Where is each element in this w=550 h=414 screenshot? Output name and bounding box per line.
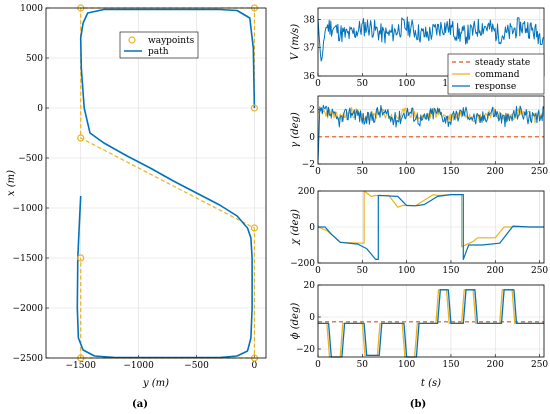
y-tick-label: −1000 <box>13 204 44 214</box>
x-tick-label: 50 <box>357 266 369 276</box>
x-axis-label: t (s) <box>421 378 441 389</box>
waypoints-line <box>80 7 255 359</box>
legend-label: command <box>475 70 520 80</box>
y-tick-label: −200 <box>290 259 315 269</box>
x-tick-label: 200 <box>487 167 504 177</box>
y-tick-label: 0 <box>309 223 315 233</box>
y-tick-label: 37 <box>304 44 316 54</box>
waypoint-marker <box>250 224 259 232</box>
y-tick-label: 20 <box>304 281 316 291</box>
x-tick-label: 0 <box>315 360 321 370</box>
y-axis-label: ϕ (deg) <box>290 303 301 340</box>
x-tick-label: 100 <box>398 360 415 370</box>
x-tick-label: 250 <box>531 266 548 276</box>
legend-label: response <box>475 82 516 92</box>
x-tick-label: 150 <box>442 167 459 177</box>
axes-frame <box>317 7 545 77</box>
waypoint-marker <box>77 134 85 142</box>
x-tick-label: 200 <box>487 266 504 276</box>
path-line <box>76 8 256 359</box>
y-tick-label: −2500 <box>13 354 44 364</box>
y-axis-label: χ (deg) <box>290 209 301 246</box>
x-tick-label: 0 <box>252 361 258 371</box>
x-axis-label: y (m) <box>142 378 169 389</box>
x-tick-label: 250 <box>531 167 548 177</box>
x-tick-label: 100 <box>398 79 415 89</box>
y-tick-label: 1000 <box>20 4 43 14</box>
y-tick-label: −2000 <box>13 304 44 314</box>
x-tick-label: −500 <box>184 361 209 371</box>
x-tick-label: 50 <box>357 360 369 370</box>
waypoint-marker <box>77 254 85 262</box>
path-plot: 1000 500 0 −500 −1000 −1500 −2000 −2500 −1500 −10… <box>6 4 267 389</box>
speed-plot: 363738050100150V (m/s) <box>290 7 545 89</box>
x-tick-label: 100 <box>398 167 415 177</box>
y-tick-label: 36 <box>304 72 316 82</box>
y-axis-label: γ (deg) <box>290 112 301 148</box>
y-axis-label: V (m/s) <box>290 24 301 60</box>
x-tick-label: 0 <box>315 266 321 276</box>
x-tick-label: 50 <box>357 167 369 177</box>
y-tick-label: −20 <box>296 345 315 355</box>
y-tick-label: 0 <box>309 133 315 143</box>
x-tick-label: −1000 <box>123 361 154 371</box>
axes-frame <box>45 7 267 359</box>
x-tick-label: 250 <box>531 360 548 370</box>
chi-command-line <box>317 190 544 248</box>
x-tick-label: −1500 <box>66 361 97 371</box>
x-tick-label: 0 <box>315 79 321 89</box>
legend-path-label: path <box>148 47 169 57</box>
legend-label: steady state <box>475 58 530 68</box>
axes-frame <box>317 95 545 165</box>
y-axis-label: x (m) <box>6 170 17 196</box>
x-tick-label: 50 <box>357 79 369 89</box>
y-tick-label: 2 <box>309 106 315 116</box>
legend-waypoints-marker <box>128 36 136 44</box>
y-tick-label: 0 <box>37 104 43 114</box>
legend-waypoints-label: waypoints <box>148 36 195 46</box>
y-tick-label: −500 <box>18 154 43 164</box>
speed-response-line <box>317 16 544 62</box>
y-tick-label: −2 <box>302 160 315 170</box>
axes-frame <box>317 190 545 264</box>
panel-label-a: (a) <box>132 399 148 410</box>
waypoint-marker <box>250 104 259 112</box>
axes-frame <box>317 284 545 358</box>
x-tick-label: 200 <box>487 360 504 370</box>
phi-response-line <box>318 289 544 358</box>
legend-box <box>119 31 199 59</box>
x-tick-label: 0 <box>315 167 321 177</box>
y-tick-label: 38 <box>304 15 316 25</box>
panel-label-b: (b) <box>410 399 426 410</box>
chi-response-line <box>318 194 544 260</box>
y-tick-label: 500 <box>26 54 43 64</box>
x-tick-label: 150 <box>442 266 459 276</box>
gamma-response-line <box>317 104 545 162</box>
x-tick-label: 100 <box>398 266 415 276</box>
y-tick-label: 200 <box>298 187 315 197</box>
y-tick-label: 0 <box>309 313 315 323</box>
x-tick-label: 150 <box>442 360 459 370</box>
y-tick-label: −1500 <box>13 254 44 264</box>
